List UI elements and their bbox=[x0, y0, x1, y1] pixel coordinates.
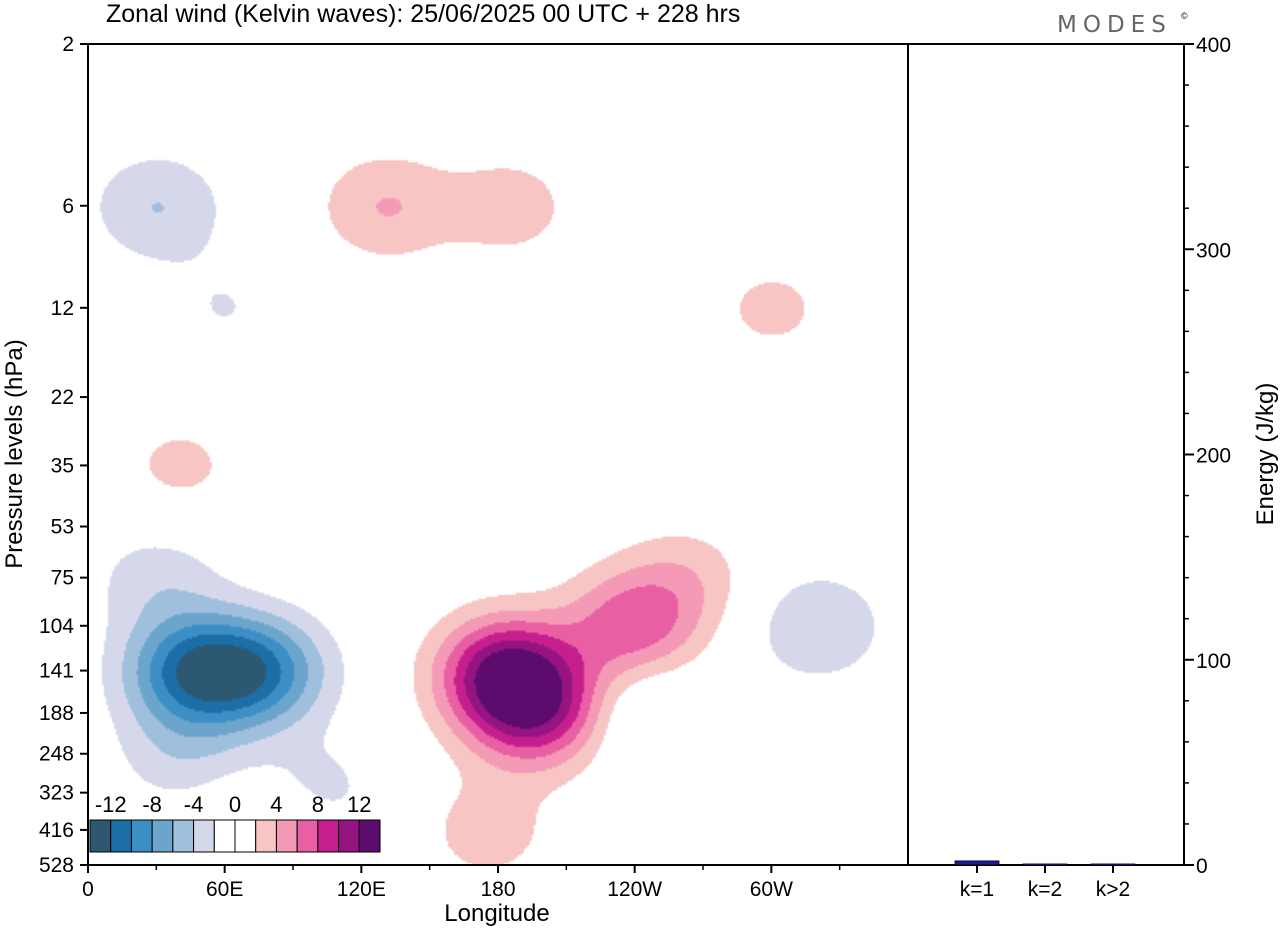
energy-axis: 0 100 200 300 400 bbox=[1184, 34, 1231, 878]
heatmap-image bbox=[88, 44, 908, 865]
heatmap-area bbox=[88, 44, 908, 865]
colorbar-swatch bbox=[255, 819, 277, 853]
colorbar-swatch bbox=[213, 819, 236, 853]
colorbar-label: -12 bbox=[95, 792, 127, 817]
energy-category-label: k=1 bbox=[960, 878, 994, 901]
energy-bars bbox=[954, 860, 1136, 866]
colorbar-labels: -12 -8 -4 0 4 8 12 bbox=[95, 792, 372, 817]
energy-panel-frame bbox=[907, 43, 1185, 866]
brand-logo: MODES bbox=[1057, 12, 1172, 38]
y-tick-label: 75 bbox=[51, 567, 74, 590]
y-tick-label: 141 bbox=[39, 660, 74, 683]
y-tick-label: 6 bbox=[62, 195, 74, 218]
colorbar-swatch bbox=[130, 819, 153, 853]
energy-category-label: k=2 bbox=[1028, 878, 1062, 901]
colorbar-swatch bbox=[151, 819, 174, 853]
colorbar-label: 8 bbox=[312, 792, 324, 817]
y-tick-label: 188 bbox=[39, 702, 74, 725]
y-tick-label: 12 bbox=[51, 297, 74, 320]
y-tick-label: 22 bbox=[51, 386, 74, 409]
colorbar-swatch bbox=[110, 819, 132, 853]
energy-tick-label: 200 bbox=[1196, 445, 1231, 468]
x-tick-label: 60W bbox=[750, 878, 793, 901]
colorbar-swatch bbox=[172, 819, 195, 853]
energy-tick-label: 400 bbox=[1196, 34, 1231, 57]
x-tick-label: 0 bbox=[82, 878, 94, 901]
colorbar-label: -8 bbox=[142, 792, 162, 817]
x-tick-label: 120E bbox=[337, 878, 386, 901]
colorbar-swatch bbox=[193, 819, 215, 853]
colorbar-swatch bbox=[296, 819, 319, 853]
colorbar-swatch bbox=[89, 819, 112, 853]
x-tick-label: 60E bbox=[206, 878, 243, 901]
y-tick-label: 104 bbox=[39, 615, 74, 638]
colorbar-label: 0 bbox=[229, 792, 241, 817]
y-tick-label: 416 bbox=[39, 819, 74, 842]
chart-title: Zonal wind (Kelvin waves): 25/06/2025 00… bbox=[106, 0, 740, 28]
x-tick-label: 120W bbox=[607, 878, 662, 901]
pressure-axis: 2 6 12 22 35 53 75 104 141 188 248 323 416 528 bbox=[39, 33, 88, 877]
colorbar-swatch bbox=[317, 819, 340, 853]
y-tick-label: 53 bbox=[51, 516, 74, 539]
energy-axis-label: Energy (J/kg) bbox=[1252, 383, 1279, 526]
brand-mark: © bbox=[1181, 11, 1188, 21]
energy-tick-label: 300 bbox=[1196, 239, 1231, 262]
y-axis-label: Pressure levels (hPa) bbox=[1, 339, 28, 568]
y-tick-label: 323 bbox=[39, 782, 74, 805]
x-tick-label: 180 bbox=[480, 878, 515, 901]
colorbar-label: 12 bbox=[347, 792, 371, 817]
energy-categories: k=1 k=2 k>2 bbox=[960, 865, 1130, 901]
longitude-axis: 0 60E 120E 180 120W 60W bbox=[82, 865, 841, 901]
energy-category-label: k>2 bbox=[1096, 878, 1130, 901]
y-tick-label: 248 bbox=[39, 743, 74, 766]
colorbar-swatch bbox=[358, 819, 381, 853]
y-tick-label: 2 bbox=[62, 33, 74, 56]
energy-bar bbox=[954, 860, 1000, 866]
colorbar-swatch bbox=[234, 819, 257, 853]
y-tick-label: 35 bbox=[51, 454, 74, 477]
x-axis-label: Longitude bbox=[444, 900, 549, 927]
colorbar-swatch bbox=[275, 819, 298, 853]
colorbar bbox=[89, 819, 381, 853]
colorbar-label: 4 bbox=[270, 792, 282, 817]
energy-tick-label: 100 bbox=[1196, 650, 1231, 673]
colorbar-swatch bbox=[338, 819, 360, 853]
energy-tick-label: 0 bbox=[1196, 855, 1208, 878]
colorbar-label: -4 bbox=[184, 792, 204, 817]
y-tick-label: 528 bbox=[39, 854, 74, 877]
